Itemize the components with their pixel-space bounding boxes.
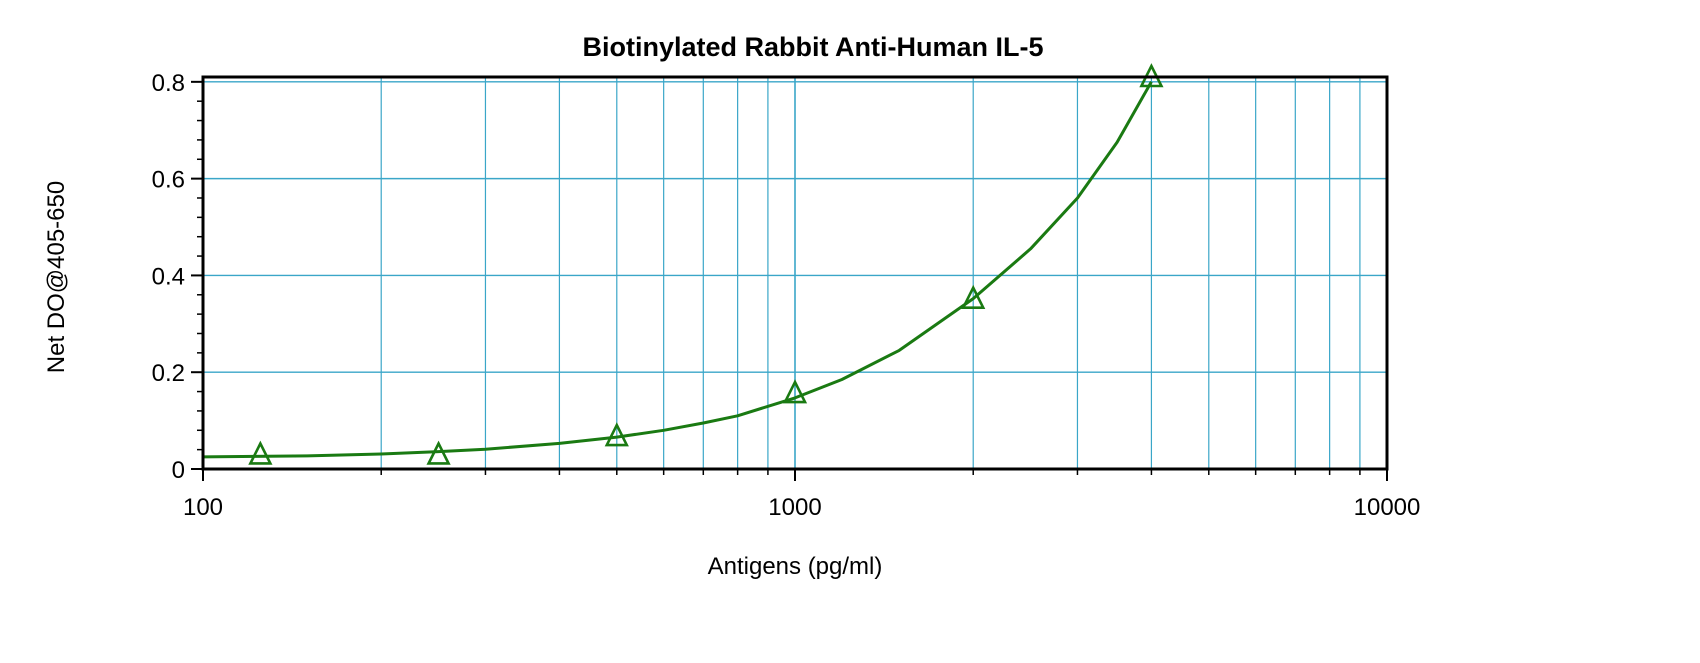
- data-point-triangle: [604, 422, 629, 447]
- axes-layer: [191, 75, 1389, 481]
- tick-label-layer: 0 0.2 0.4 0.6 0.8 100 1000 10000: [152, 70, 1421, 521]
- y-tick-label: 0.6: [152, 167, 185, 194]
- curve-layer: [202, 81, 1153, 459]
- fit-curve-line: [202, 81, 1153, 459]
- x-tick-label: 10000: [1354, 494, 1421, 521]
- y-tick-label: 0.2: [152, 360, 185, 387]
- y-tick-label: 0.8: [152, 70, 185, 97]
- y-axis-label: Net DO@405-650: [43, 181, 70, 373]
- chart-title: Biotinylated Rabbit Anti-Human IL-5: [583, 32, 1044, 62]
- data-point-triangle: [426, 440, 451, 465]
- y-tick-label: 0.4: [152, 263, 185, 290]
- data-point-triangle: [782, 379, 808, 404]
- grid-layer: [203, 77, 1387, 469]
- x-tick-label: 1000: [768, 494, 821, 521]
- data-point-triangle: [961, 284, 986, 309]
- x-tick-label: 100: [183, 494, 223, 521]
- data-point-triangle: [248, 440, 273, 465]
- x-axis-label: Antigens (pg/ml): [708, 553, 883, 580]
- y-tick-label: 0: [172, 457, 185, 484]
- marker-layer: [248, 63, 1164, 465]
